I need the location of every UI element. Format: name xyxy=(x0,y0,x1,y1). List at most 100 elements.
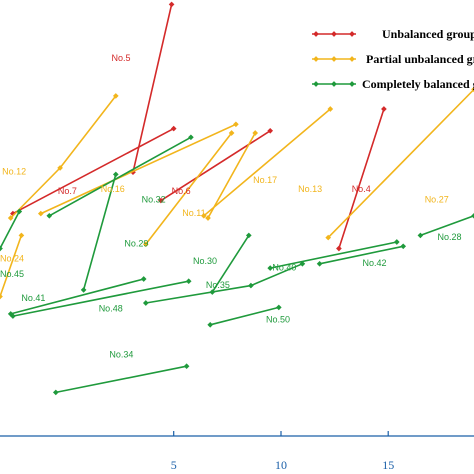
series-2-segment-5 xyxy=(319,245,404,265)
series-0-segment-2-point-1 xyxy=(267,127,274,134)
segment-label-16: No.42 xyxy=(363,258,387,268)
series-2-segment-1-point-0 xyxy=(80,287,87,293)
series-1-segment-1-point-1 xyxy=(233,121,239,128)
series-2-segment-3-point-0 xyxy=(142,300,149,306)
series-2-segment-3-point-1 xyxy=(248,282,254,289)
series-0-segment-3-point-1 xyxy=(381,106,387,112)
segment-label-10: No.24 xyxy=(0,254,24,264)
series-1-segment-2-point-1 xyxy=(228,130,235,136)
series-1-segment-1 xyxy=(40,123,237,215)
segment-label-8: No.13 xyxy=(298,184,322,194)
series-1-segment-3-point-0 xyxy=(205,215,211,221)
legend-marker-2-0 xyxy=(313,81,319,87)
legend-label-2: Completely balanced group xyxy=(362,77,474,91)
series-2-segment-6 xyxy=(420,215,474,237)
segment-label-13: No.30 xyxy=(193,256,217,266)
series-1-segment-6-point-1 xyxy=(18,232,25,239)
series-1-segment-0 xyxy=(10,95,117,219)
segment-label-4: No.12 xyxy=(2,166,26,176)
segment-label-0: No.5 xyxy=(112,53,131,63)
series-1-segment-4-point-1 xyxy=(327,106,334,112)
series-2-segment-5-point-0 xyxy=(316,260,323,267)
series-0-segment-0-point-1 xyxy=(168,1,175,8)
series-2-segment-1 xyxy=(82,174,117,291)
series-2-segment-8 xyxy=(10,278,144,315)
series-2-segment-11-point-0 xyxy=(52,389,59,396)
segment-label-20: No.48 xyxy=(99,304,123,314)
legend-marker-2-1 xyxy=(331,81,337,87)
series-0-segment-2-point-0 xyxy=(158,197,164,204)
segment-label-21: No.50 xyxy=(266,315,290,325)
series-2-segment-4-point-0 xyxy=(267,265,274,271)
series-0-segment-3-point-0 xyxy=(336,245,342,252)
x-tick-label-0: 5 xyxy=(171,458,177,472)
x-axis: 5 10 15 xyxy=(0,431,474,472)
x-tick-label-2: 15 xyxy=(382,458,394,472)
series-2-segment-7 xyxy=(0,211,21,249)
segment-label-7: No.17 xyxy=(253,175,277,185)
legend-marker-1-2 xyxy=(349,56,355,62)
series-2-segment-4-point-1 xyxy=(393,239,400,245)
segment-labels: No.5 No.7 No.6 No.4 No.12 No.16 No.11 No.17 No.1… xyxy=(0,53,462,360)
segment-label-11: No.32 xyxy=(142,195,166,205)
legend-marker-2-2 xyxy=(349,81,355,87)
series-0-segment-3 xyxy=(338,108,385,249)
segment-label-5: No.16 xyxy=(101,184,125,194)
series-2-segment-9-point-1 xyxy=(185,278,192,285)
series-2-segment-2-point-1 xyxy=(245,232,252,239)
legend-marker-1-0 xyxy=(313,56,319,62)
series-2-segment-1-point-1 xyxy=(112,171,119,178)
series-1-segment-1-point-0 xyxy=(37,210,44,217)
series-1-segment-5-point-1 xyxy=(471,86,474,93)
series-2-segment-6-point-1 xyxy=(471,212,474,219)
legend-marker-0-2 xyxy=(349,31,355,37)
segment-label-2: No.6 xyxy=(172,186,191,196)
series-1-segment-5 xyxy=(327,88,474,239)
series-2-segment-5-point-1 xyxy=(400,243,407,250)
series-2-segment-2 xyxy=(211,234,250,293)
legend-marker-1-1 xyxy=(331,56,337,62)
segment-label-3: No.4 xyxy=(352,184,371,194)
legend-marker-0-1 xyxy=(331,31,337,37)
series-0-segment-1 xyxy=(12,127,175,215)
series-2-segment-7-point-1 xyxy=(16,208,23,215)
series-2-segment-10 xyxy=(210,306,279,326)
segment-label-9: No.27 xyxy=(425,195,449,205)
series-2-segment-0-point-1 xyxy=(188,134,194,141)
series-1-segment-5-point-0 xyxy=(325,234,332,241)
segment-label-15: No.40 xyxy=(272,262,296,272)
segment-label-19: No.41 xyxy=(21,293,45,303)
segment-label-1: No.7 xyxy=(58,186,77,196)
x-tick-label-1: 10 xyxy=(275,458,287,472)
series-0-segment-0 xyxy=(132,4,173,173)
series-0-segment-1-point-1 xyxy=(170,125,177,132)
series-1-segment-6 xyxy=(0,235,23,297)
plot-lines xyxy=(0,1,474,396)
segment-label-6: No.11 xyxy=(182,208,205,218)
legend-label-1: Partial unbalanced group xyxy=(366,52,474,66)
series-2-segment-6-point-0 xyxy=(417,232,424,239)
series-2-segment-11 xyxy=(55,365,187,394)
series-1-segment-3-point-1 xyxy=(252,130,259,136)
series-1-segment-3 xyxy=(207,132,256,219)
segment-label-22: No.34 xyxy=(109,350,133,360)
segment-label-18: No.45 xyxy=(0,269,24,279)
series-2-segment-8-point-1 xyxy=(140,276,147,282)
series-1-segment-4 xyxy=(203,108,331,217)
series-2-segment-4 xyxy=(270,241,397,269)
legend-label-0: Unbalanced group xyxy=(382,27,474,41)
segment-label-17: No.28 xyxy=(438,232,462,242)
series-1-segment-2-point-0 xyxy=(142,241,149,248)
series-2-segment-11-point-1 xyxy=(183,363,190,370)
series-1-segment-4-point-0 xyxy=(200,212,207,219)
series-2-segment-10-point-1 xyxy=(275,304,282,311)
series-2-segment-0 xyxy=(48,136,192,217)
legend-marker-0-0 xyxy=(313,31,319,37)
series-2-segment-10-point-0 xyxy=(207,321,214,328)
segment-label-12: No.29 xyxy=(124,238,148,248)
series-0-segment-2 xyxy=(160,130,271,202)
series-1-segment-0-point-2 xyxy=(112,93,119,99)
series-2-segment-9 xyxy=(12,280,189,317)
series-1-segment-2 xyxy=(145,132,233,245)
